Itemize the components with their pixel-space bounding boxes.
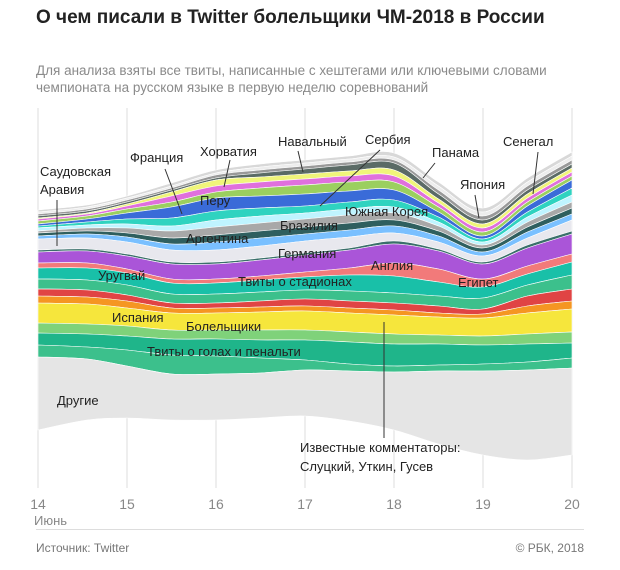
streams [37,151,573,461]
copyright-note: © РБК, 2018 [515,541,584,555]
stream-label: Англия [371,258,413,273]
stream-label: Сербия [365,132,411,147]
stream-band [37,356,573,461]
x-tick-label: 16 [208,496,224,512]
stream-label: Твиты о стадионах [238,274,352,289]
x-axis: 14 15 16 17 18 19 20 Июнь [30,496,580,528]
leader-line [164,168,183,215]
leader-line [223,159,231,188]
x-tick-label: 17 [297,496,313,512]
stream-label: Германия [278,246,336,261]
stream-label: Бразилия [280,218,338,233]
source-note: Источник: Twitter [36,541,130,555]
stream-label: Известные комментаторы: [300,440,460,455]
stream-label: Аргентина [186,231,249,246]
leader-line [474,194,480,219]
stream-label: Испания [112,310,164,325]
leader-lines [56,149,539,438]
stream-label: Саудовская [40,164,111,179]
stream-label: Слуцкий, Уткин, Гусев [300,459,433,474]
leader-line [297,150,304,173]
x-axis-unit-label: Июнь [34,513,67,528]
stream-label: Панама [432,145,480,160]
chart-title: О чем писали в Twitter болельщики ЧМ-201… [36,7,545,28]
stream-label: Другие [57,393,99,408]
x-tick-label: 15 [119,496,135,512]
stream-label: Франция [130,150,183,165]
stream-label: Аравия [40,182,84,197]
leader-line [532,151,539,195]
chart-subtitle: Для анализа взяты все твиты, написанные … [36,63,547,95]
stream-label: Уругвай [98,268,145,283]
stream-label: Перу [200,193,231,208]
x-tick-label: 19 [475,496,491,512]
x-tick-label: 14 [30,496,46,512]
stream-labels: Саудовская Аравия Франция Хорватия Навальный… [40,132,553,474]
leader-line [422,162,436,179]
footer-divider [36,529,584,530]
stream-label: Хорватия [200,144,257,159]
x-tick-label: 18 [386,496,402,512]
stream-label: Навальный [278,134,347,149]
stream-label: Южная Корея [345,204,428,219]
stream-label: Твиты о голах и пенальти [147,344,301,359]
stream-label: Япония [460,177,505,192]
stream-label: Сенегал [503,134,553,149]
leader-line [319,149,381,207]
stream-label: Болельщики [186,319,261,334]
stream-label: Египет [458,275,499,290]
x-tick-label: 20 [564,496,580,512]
